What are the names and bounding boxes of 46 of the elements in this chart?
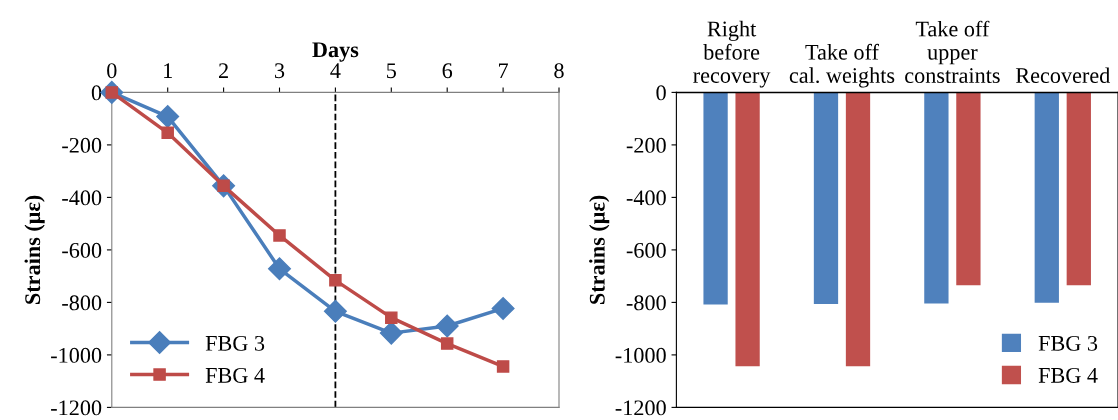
- point: [435, 314, 459, 338]
- x-tick-label: 7: [499, 63, 509, 78]
- x-axis-title: Days: [312, 42, 359, 62]
- point: [161, 126, 174, 140]
- y-tick-label: -1000: [51, 347, 102, 363]
- x-tick-label: 1: [164, 63, 172, 78]
- point: [323, 299, 347, 323]
- y-tick-label: -200: [62, 137, 102, 153]
- legend-label: FBG 3: [1038, 335, 1098, 351]
- x-tick-label: Right before recovery: [693, 20, 771, 88]
- x-tick-label: 2: [219, 63, 228, 78]
- point: [156, 105, 180, 129]
- point: [491, 296, 515, 320]
- point: [385, 311, 398, 324]
- y-tick-label: -1200: [51, 400, 102, 416]
- y-tick-label: -1200: [615, 400, 666, 416]
- point: [329, 274, 342, 287]
- x-tick-label: Recovered: [1015, 67, 1111, 84]
- y-tick-label: 0: [91, 85, 102, 101]
- x-tick-label: 4: [330, 63, 341, 78]
- x-tick-label: 3: [275, 63, 285, 79]
- point: [379, 321, 403, 345]
- y-axis-title: Strains (με): [24, 195, 45, 304]
- y-tick-label: -1000: [615, 347, 666, 363]
- y-tick-label: -400: [62, 190, 102, 206]
- y-tick-label: -600: [626, 242, 666, 258]
- y-tick-label: -200: [626, 137, 666, 153]
- point: [440, 337, 454, 350]
- x-tick-label: 0: [107, 63, 117, 79]
- y-tick-label: 0: [656, 85, 666, 101]
- y-tick-label: -800: [626, 295, 666, 311]
- y-axis-title: Strains (με): [589, 195, 610, 304]
- x-tick-label: Take off cal. weights: [789, 43, 895, 88]
- legend-label: FBG 4: [1038, 367, 1098, 383]
- legend-label: FBG 3: [205, 335, 265, 351]
- x-tick-label: 8: [554, 63, 564, 79]
- legend-label: FBG 4: [205, 367, 265, 383]
- point: [273, 229, 286, 242]
- y-tick-label: -600: [62, 242, 102, 258]
- y-tick-label: -800: [62, 295, 102, 311]
- x-tick-label: 6: [442, 63, 453, 79]
- point: [496, 360, 510, 373]
- x-tick-label: 5: [387, 63, 396, 79]
- y-tick-label: -400: [626, 190, 666, 206]
- point: [268, 257, 291, 281]
- x-tick-label: Take off upper constraints: [905, 20, 1000, 84]
